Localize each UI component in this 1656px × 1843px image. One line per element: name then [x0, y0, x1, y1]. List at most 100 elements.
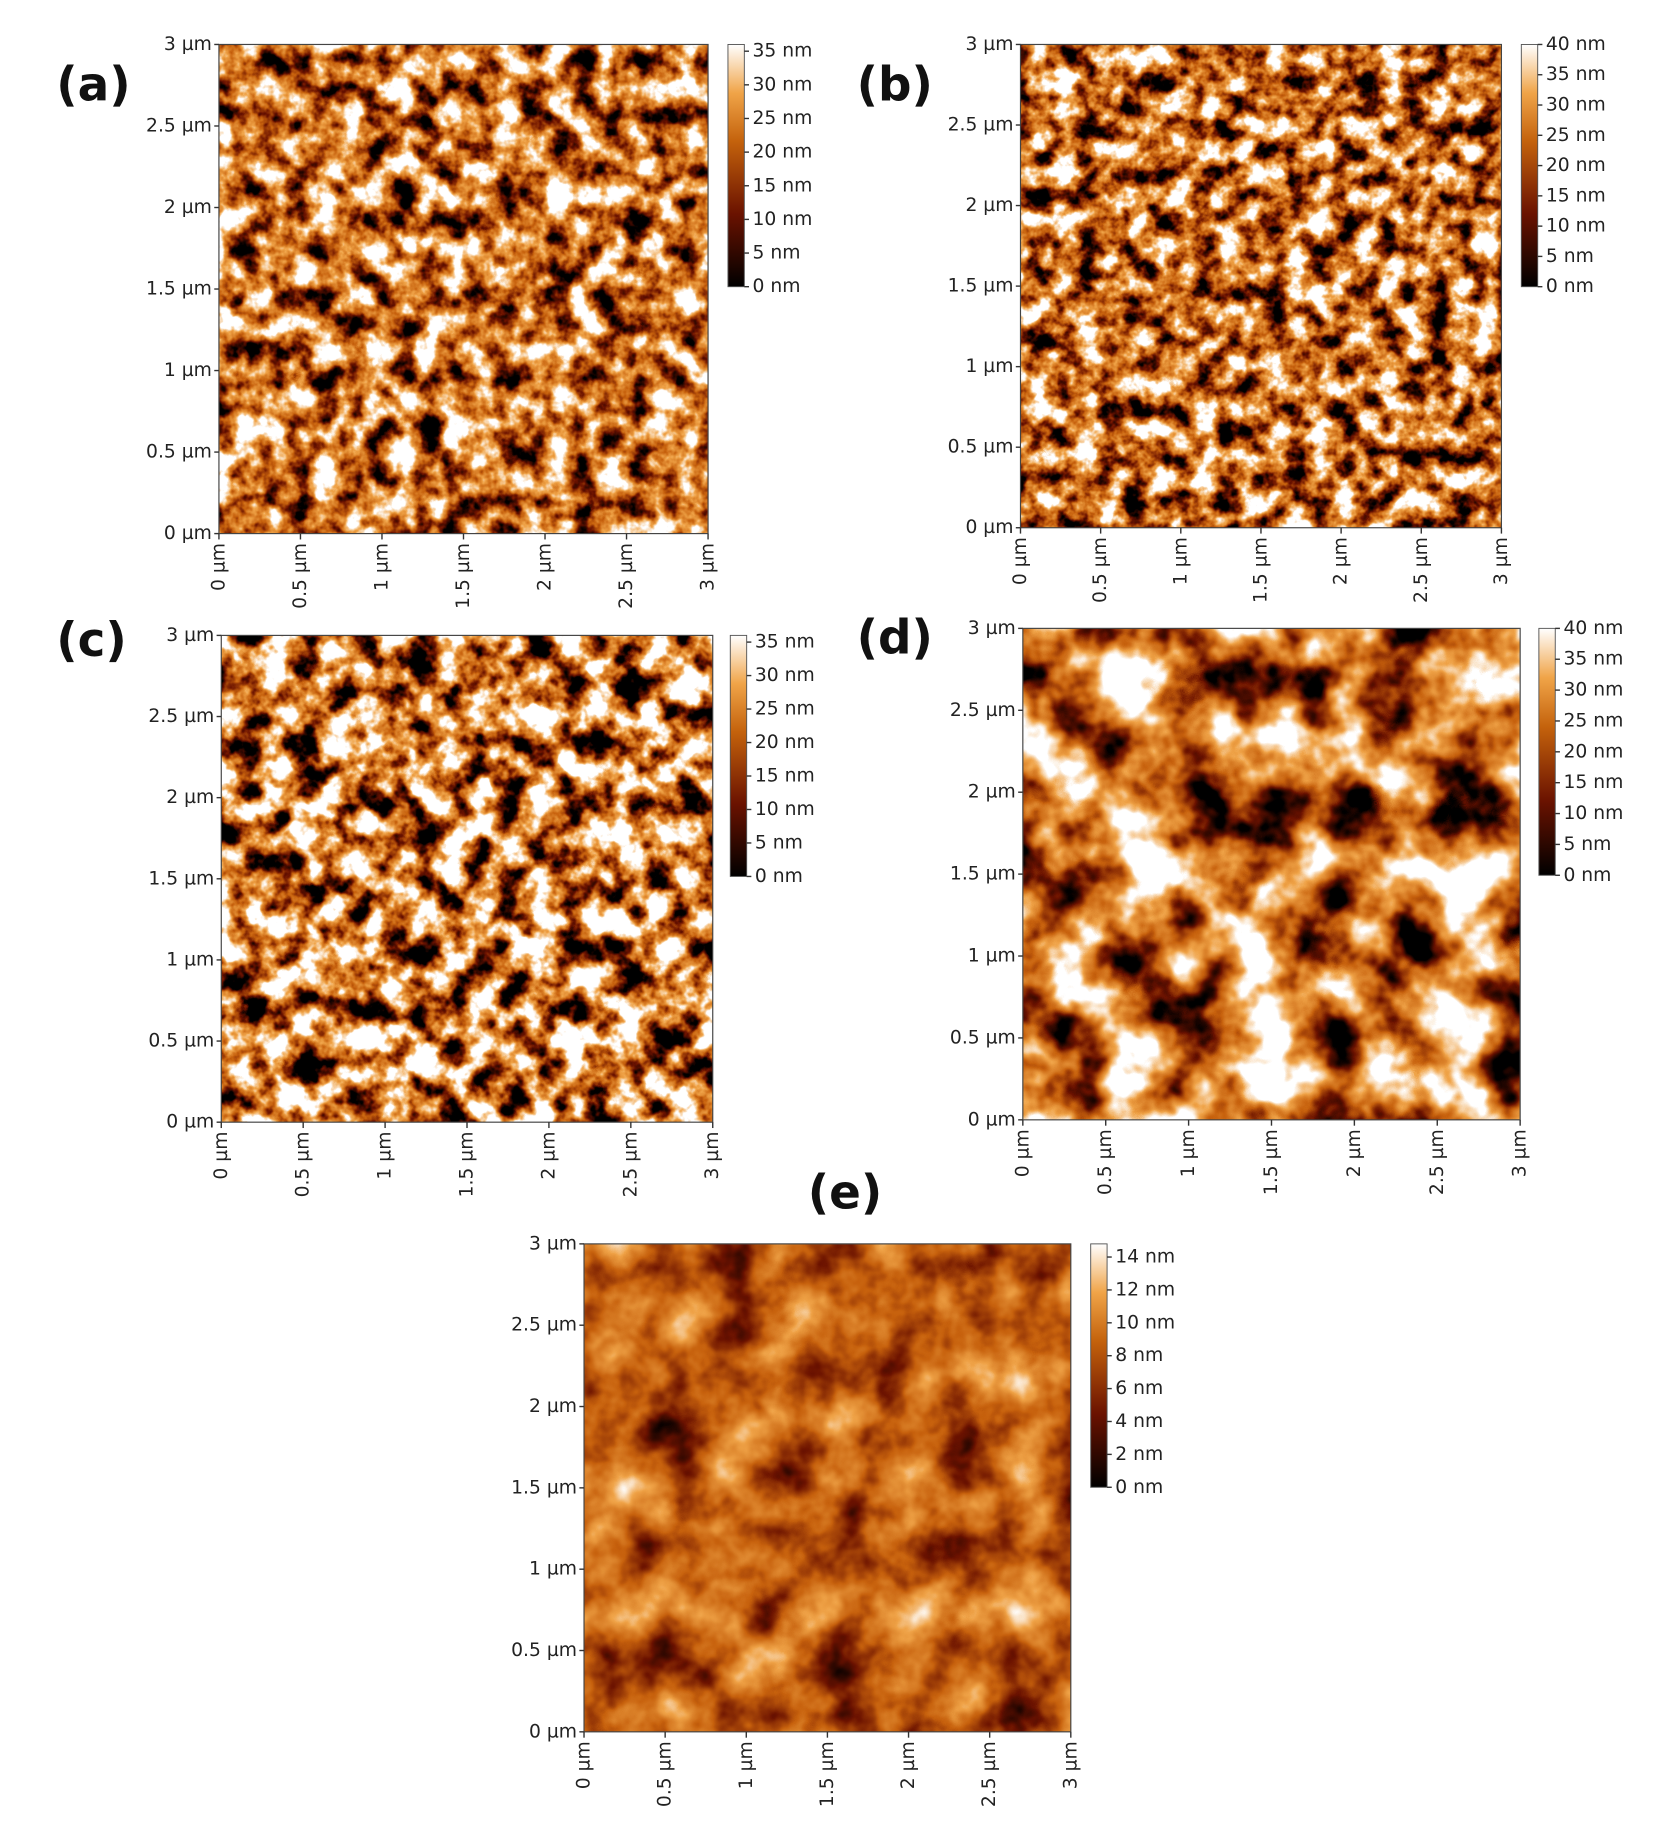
colorbar-tick-label: 15 nm — [1546, 185, 1606, 206]
y-tick-label: 2.5 µm — [948, 115, 1014, 136]
x-tick-label: 1.5 µm — [1261, 1129, 1282, 1195]
colorbar-tick-label: 5 nm — [753, 243, 801, 264]
y-tick-label: 3 µm — [529, 1233, 577, 1254]
panel: (d) 0 µm 0.5 µm 1 µm 1.5 µm 2 µm 2.5 µm 3 µm 0 µ… — [857, 612, 1624, 1195]
panel: (c) 0 µm 0.5 µm 1 µm 1.5 µm 2 µm 2.5 µm 3 µm 0 µ… — [56, 614, 814, 1197]
x-tick-label: 1.5 µm — [457, 1132, 478, 1198]
y-tick-label: 1.5 µm — [948, 276, 1014, 297]
colorbar-tick-label: 5 nm — [1546, 246, 1594, 267]
colorbar-tick-label: 5 nm — [1563, 834, 1611, 855]
panel-label: (b) — [857, 58, 933, 112]
y-tick-label: 0.5 µm — [948, 437, 1014, 458]
colorbar-tick-label: 15 nm — [755, 766, 815, 787]
colorbar-tick-label: 35 nm — [1546, 64, 1606, 85]
y-tick-label: 1 µm — [529, 1559, 577, 1580]
panel: (b) 0 µm 0.5 µm 1 µm 1.5 µm 2 µm 2.5 µm 3 µm 0 µ… — [857, 34, 1606, 603]
colorbar-tick-label: 5 nm — [755, 832, 803, 853]
y-tick-label: 1.5 µm — [511, 1477, 577, 1498]
y-tick-label: 1 µm — [968, 946, 1016, 967]
panel: (a) 0 µm 0.5 µm 1 µm 1.5 µm 2 µm 2.5 µm 3 µm 0 µ… — [56, 34, 812, 609]
x-tick-label: 1.5 µm — [817, 1741, 838, 1807]
x-tick-label: 2 µm — [1331, 537, 1352, 585]
x-tick-label: 3 µm — [1491, 537, 1512, 585]
y-tick-label: 2.5 µm — [148, 706, 214, 727]
y-tick-label: 0.5 µm — [148, 1031, 214, 1052]
colorbar-tick-label: 30 nm — [1546, 95, 1606, 116]
y-tick-label: 1.5 µm — [146, 279, 212, 300]
y-tick-label: 0.5 µm — [146, 442, 212, 463]
x-tick-label: 3 µm — [702, 1132, 723, 1180]
x-tick-label: 2.5 µm — [616, 543, 637, 609]
colorbar-tick-label: 20 nm — [1563, 741, 1623, 762]
x-tick-label: 2.5 µm — [620, 1132, 641, 1198]
y-tick-label: 2.5 µm — [950, 700, 1016, 721]
y-tick-label: 2 µm — [965, 195, 1013, 216]
x-tick-label: 0.5 µm — [293, 1132, 314, 1198]
x-tick-label: 2 µm — [1344, 1129, 1365, 1177]
colorbar — [729, 634, 748, 877]
afm-image — [221, 635, 713, 1123]
colorbar-tick-label: 25 nm — [753, 108, 813, 129]
y-tick-label: 2.5 µm — [511, 1315, 577, 1336]
y-tick-label: 0 µm — [529, 1721, 577, 1742]
colorbar-tick-label: 0 nm — [755, 866, 803, 887]
colorbar-tick-label: 12 nm — [1115, 1279, 1175, 1300]
y-tick-label: 0 µm — [166, 1112, 214, 1133]
y-tick-label: 3 µm — [166, 625, 214, 646]
x-tick-label: 2 µm — [538, 1132, 559, 1180]
colorbar-tick-label: 10 nm — [1115, 1312, 1175, 1333]
afm-image — [218, 44, 709, 534]
colorbar-tick-label: 30 nm — [1563, 680, 1623, 701]
y-tick-label: 1 µm — [166, 949, 214, 970]
y-tick-label: 0.5 µm — [950, 1027, 1016, 1048]
colorbar-tick-label: 4 nm — [1115, 1411, 1163, 1432]
x-tick-label: 2.5 µm — [1427, 1129, 1448, 1195]
colorbar-tick-label: 10 nm — [753, 209, 813, 230]
afm-image — [1022, 628, 1521, 1120]
panel-label: (d) — [857, 612, 933, 666]
colorbar-tick-label: 0 nm — [1115, 1477, 1163, 1498]
x-tick-label: 0 µm — [1012, 1129, 1033, 1177]
y-tick-label: 3 µm — [968, 618, 1016, 639]
colorbar-tick-label: 20 nm — [753, 142, 813, 163]
y-tick-label: 1.5 µm — [950, 864, 1016, 885]
colorbar — [727, 43, 745, 288]
x-tick-label: 1 µm — [375, 1132, 396, 1180]
y-tick-label: 3 µm — [164, 34, 212, 55]
colorbar-tick-label: 25 nm — [755, 699, 815, 720]
y-tick-label: 2 µm — [164, 197, 212, 218]
colorbar-tick-label: 35 nm — [1563, 649, 1623, 670]
colorbar-tick-label: 20 nm — [755, 732, 815, 753]
colorbar — [1538, 627, 1556, 876]
x-tick-label: 1.5 µm — [453, 543, 474, 609]
panel-label: (e) — [808, 1166, 883, 1220]
y-tick-label: 0 µm — [164, 523, 212, 544]
x-tick-label: 2 µm — [898, 1741, 919, 1789]
y-tick-label: 2 µm — [529, 1396, 577, 1417]
colorbar-tick-label: 2 nm — [1115, 1444, 1163, 1465]
x-tick-label: 3 µm — [698, 543, 719, 591]
colorbar-tick-label: 40 nm — [1546, 34, 1606, 55]
x-tick-label: 0.5 µm — [655, 1741, 676, 1807]
colorbar-tick-label: 20 nm — [1546, 155, 1606, 176]
colorbar-tick-label: 30 nm — [755, 665, 815, 686]
afm-image — [584, 1243, 1071, 1732]
afm-image — [1020, 44, 1502, 528]
panel-label: (a) — [56, 58, 130, 112]
colorbar-tick-label: 40 nm — [1563, 618, 1623, 639]
x-tick-label: 0 µm — [574, 1741, 595, 1789]
x-tick-label: 1 µm — [1178, 1129, 1199, 1177]
y-tick-label: 3 µm — [965, 34, 1013, 55]
x-tick-label: 1 µm — [736, 1741, 757, 1789]
colorbar-tick-label: 10 nm — [755, 799, 815, 820]
y-tick-label: 1.5 µm — [148, 868, 214, 889]
colorbar-tick-label: 15 nm — [753, 175, 813, 196]
colorbar-tick-label: 0 nm — [1563, 865, 1611, 886]
y-tick-label: 0.5 µm — [511, 1640, 577, 1661]
colorbar-tick-label: 6 nm — [1115, 1378, 1163, 1399]
colorbar-tick-label: 0 nm — [753, 276, 801, 297]
colorbar-tick-label: 35 nm — [753, 41, 813, 62]
x-tick-label: 0.5 µm — [290, 543, 311, 609]
y-tick-label: 2.5 µm — [146, 115, 212, 136]
